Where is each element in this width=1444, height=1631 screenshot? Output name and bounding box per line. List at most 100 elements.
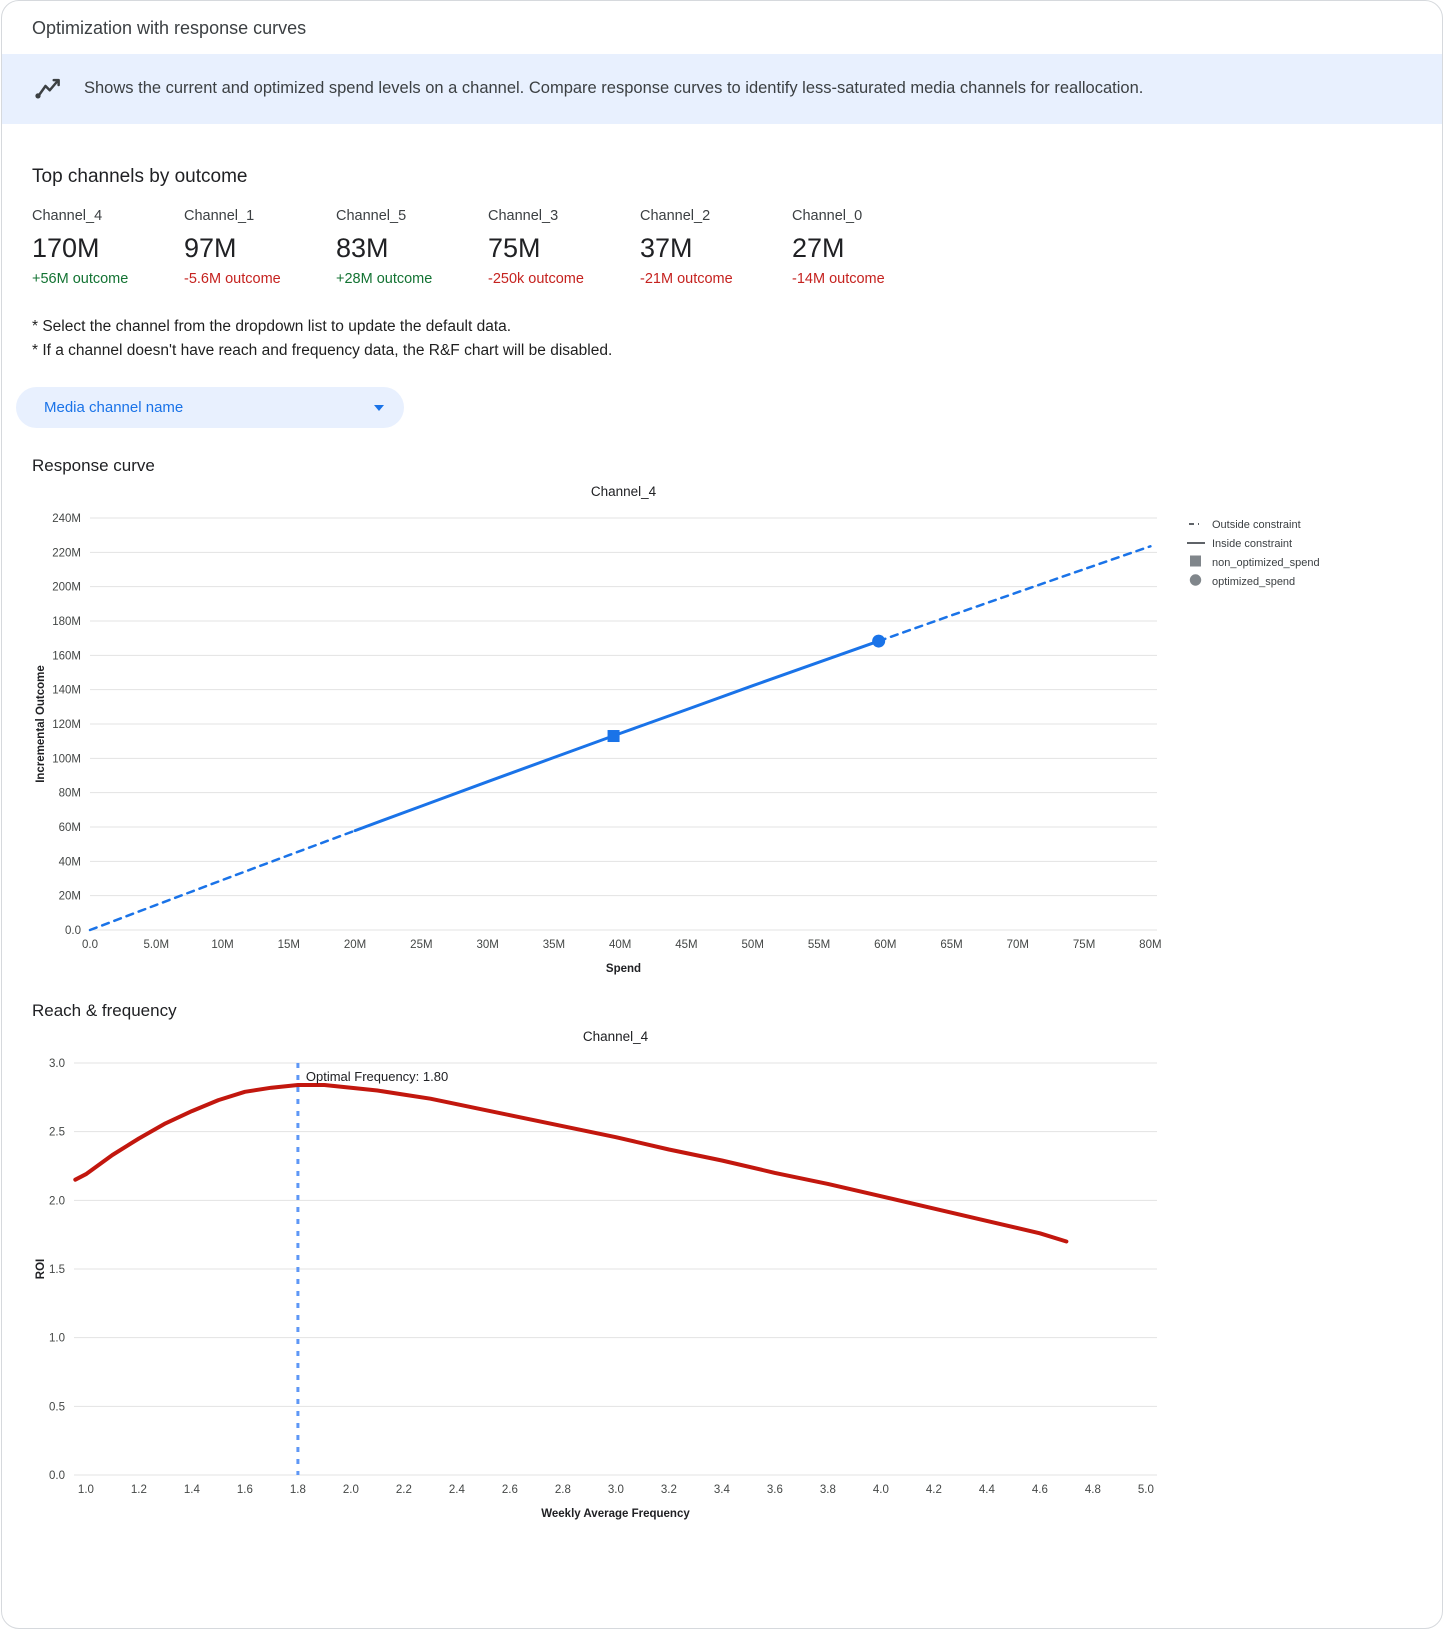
svg-text:15M: 15M (278, 939, 300, 951)
svg-text:Spend: Spend (606, 963, 641, 975)
channel-outcome-value: 97M (184, 233, 237, 263)
svg-text:Optimal Frequency: 1.80: Optimal Frequency: 1.80 (306, 1069, 448, 1084)
svg-text:45M: 45M (675, 939, 697, 951)
reach-frequency-heading: Reach & frequency (32, 1001, 177, 1021)
svg-text:140M: 140M (52, 685, 81, 697)
channel-outcome-value: 170M (32, 233, 100, 263)
svg-text:1.2: 1.2 (131, 1484, 147, 1496)
svg-text:ROI: ROI (35, 1259, 47, 1279)
svg-text:0.5: 0.5 (49, 1401, 65, 1413)
svg-text:1.8: 1.8 (290, 1484, 306, 1496)
channel-outcome-delta: -14M outcome (792, 271, 885, 287)
svg-text:120M: 120M (52, 719, 81, 731)
svg-text:100M: 100M (52, 753, 81, 765)
channel-name: Channel_4 (32, 208, 103, 224)
channel-card: Channel_2 37M -21M outcome (640, 208, 792, 287)
svg-text:30M: 30M (476, 939, 498, 951)
channel-card: Channel_3 75M -250k outcome (488, 208, 640, 287)
svg-text:4.8: 4.8 (1085, 1484, 1101, 1496)
svg-text:3.6: 3.6 (767, 1484, 783, 1496)
response-curve-chart[interactable]: Channel_4 0.0 20M 40M 60M 80M 100M 120M 140M 160M… (30, 478, 1412, 991)
svg-text:Weekly Average Frequency: Weekly Average Frequency (541, 1508, 690, 1520)
footnote-line: * If a channel doesn't have reach and fr… (32, 342, 613, 360)
svg-text:Outside constraint: Outside constraint (1212, 519, 1301, 531)
caret-down-icon (374, 404, 384, 411)
svg-text:20M: 20M (59, 891, 81, 903)
reach-frequency-chart[interactable]: Channel_4 0.0 0.5 1.0 1.5 2.0 2.5 3.0 1.0 1.2 1.4 1… (30, 1023, 1412, 1536)
channel-outcome-delta: -21M outcome (640, 271, 733, 287)
svg-text:1.0: 1.0 (78, 1484, 94, 1496)
channel-outcome-delta: +28M outcome (336, 271, 433, 287)
response-curve-heading: Response curve (32, 456, 155, 476)
media-channel-dropdown[interactable]: Media channel name (16, 387, 404, 429)
top-channels-row: Channel_4 170M +56M outcome Channel_1 97… (32, 208, 1412, 287)
svg-text:Inside constraint: Inside constraint (1212, 538, 1292, 550)
channel-card: Channel_5 83M +28M outcome (336, 208, 488, 287)
channel-outcome-delta: +56M outcome (32, 271, 129, 287)
svg-text:65M: 65M (940, 939, 962, 951)
svg-text:50M: 50M (742, 939, 764, 951)
svg-text:180M: 180M (52, 616, 81, 628)
svg-text:Incremental Outcome: Incremental Outcome (35, 665, 47, 783)
svg-text:1.4: 1.4 (184, 1484, 201, 1496)
svg-text:10M: 10M (211, 939, 233, 951)
channel-card: Channel_4 170M +56M outcome (32, 208, 184, 287)
svg-text:80M: 80M (1139, 939, 1161, 951)
svg-text:75M: 75M (1073, 939, 1095, 951)
svg-text:25M: 25M (410, 939, 432, 951)
media-channel-dropdown-value: Media channel name (44, 399, 184, 417)
svg-text:Channel_4: Channel_4 (583, 1029, 649, 1044)
svg-text:0.0: 0.0 (82, 939, 98, 951)
svg-text:40M: 40M (609, 939, 631, 951)
svg-text:3.8: 3.8 (820, 1484, 836, 1496)
svg-text:2.6: 2.6 (502, 1484, 518, 1496)
page-title: Optimization with response curves (32, 18, 307, 38)
svg-text:2.0: 2.0 (343, 1484, 359, 1496)
channel-name: Channel_0 (792, 208, 863, 224)
trending-line-icon (32, 74, 64, 104)
svg-text:2.8: 2.8 (555, 1484, 571, 1496)
banner-description: Shows the current and optimized spend le… (84, 79, 1144, 98)
svg-text:0.0: 0.0 (65, 925, 81, 937)
svg-text:1.6: 1.6 (237, 1484, 253, 1496)
channel-outcome-value: 27M (792, 233, 845, 263)
info-banner: Shows the current and optimized spend le… (2, 54, 1442, 124)
svg-text:1.5: 1.5 (49, 1264, 65, 1276)
svg-text:0.0: 0.0 (49, 1470, 65, 1482)
svg-text:5.0M: 5.0M (143, 939, 169, 951)
svg-text:Channel_4: Channel_4 (591, 484, 657, 499)
svg-text:3.0: 3.0 (608, 1484, 624, 1496)
svg-text:1.0: 1.0 (49, 1333, 65, 1345)
top-channels-heading: Top channels by outcome (32, 166, 248, 187)
channel-outcome-value: 37M (640, 233, 693, 263)
svg-text:60M: 60M (874, 939, 896, 951)
svg-text:4.4: 4.4 (979, 1484, 996, 1496)
channel-name: Channel_5 (336, 208, 407, 224)
svg-text:3.2: 3.2 (661, 1484, 677, 1496)
svg-text:4.6: 4.6 (1032, 1484, 1048, 1496)
svg-text:80M: 80M (59, 788, 81, 800)
footnotes: * Select the channel from the dropdown l… (32, 315, 1412, 363)
svg-text:240M: 240M (52, 513, 81, 525)
svg-text:220M: 220M (52, 547, 81, 559)
svg-text:2.4: 2.4 (449, 1484, 466, 1496)
svg-text:160M: 160M (52, 650, 81, 662)
channel-name: Channel_2 (640, 208, 711, 224)
channel-outcome-value: 75M (488, 233, 541, 263)
svg-text:40M: 40M (59, 856, 81, 868)
svg-text:55M: 55M (808, 939, 830, 951)
svg-text:2.2: 2.2 (396, 1484, 412, 1496)
footnote-line: * Select the channel from the dropdown l… (32, 318, 512, 335)
svg-text:35M: 35M (543, 939, 565, 951)
channel-outcome-value: 83M (336, 233, 389, 263)
channel-outcome-delta: -5.6M outcome (184, 271, 281, 287)
svg-text:3.4: 3.4 (714, 1484, 731, 1496)
svg-text:3.0: 3.0 (49, 1058, 65, 1070)
svg-text:non_optimized_spend: non_optimized_spend (1212, 557, 1320, 569)
channel-name: Channel_1 (184, 208, 255, 224)
svg-text:70M: 70M (1007, 939, 1029, 951)
channel-name: Channel_3 (488, 208, 559, 224)
svg-text:optimized_spend: optimized_spend (1212, 576, 1295, 588)
svg-text:2.5: 2.5 (49, 1127, 65, 1139)
